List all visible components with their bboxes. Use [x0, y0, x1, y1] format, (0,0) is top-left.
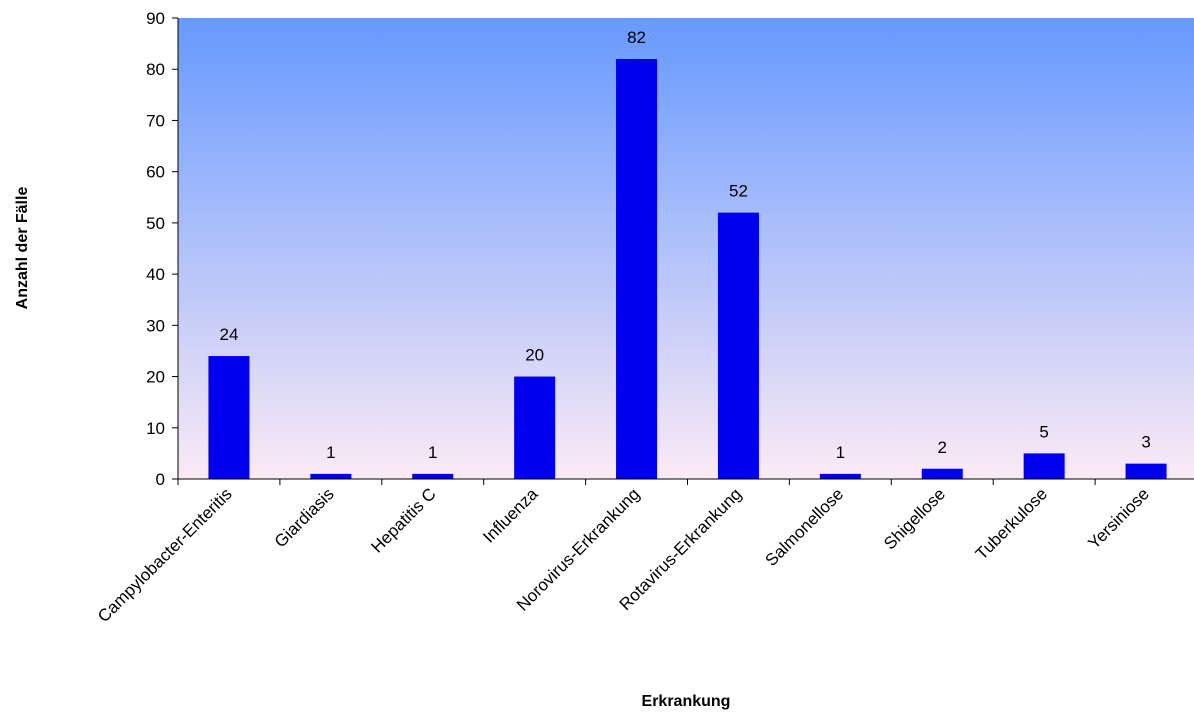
x-category-label: Influenza [479, 484, 542, 547]
data-label: 1 [326, 443, 335, 462]
bar [208, 356, 250, 479]
y-tick-label: 40 [146, 265, 165, 284]
bars [208, 58, 1167, 479]
x-category-label: Shigellose [880, 484, 949, 553]
bar [514, 376, 556, 479]
x-category-label: Hepatitis C [367, 484, 439, 556]
y-tick-label: 70 [146, 111, 165, 130]
bar [1023, 453, 1065, 479]
x-category-label: Giardiasis [271, 484, 338, 551]
bar [717, 212, 759, 479]
y-tick-label: 50 [146, 214, 165, 233]
x-category-label: Salmonellose [762, 484, 848, 570]
x-category-label: Campylobacter-Enteritis [94, 484, 236, 626]
data-label: 5 [1039, 422, 1048, 441]
y-tick-label: 80 [146, 60, 165, 79]
x-ticks: Campylobacter-Enteritis Giardiasis Hepatit… [94, 479, 1153, 626]
y-tick-label: 90 [146, 9, 165, 28]
data-label: 20 [525, 346, 544, 365]
data-label: 2 [938, 438, 947, 457]
plot-area [178, 18, 1194, 479]
bar [921, 468, 963, 479]
data-label: 1 [428, 443, 437, 462]
x-axis-title: Erkrankung [642, 693, 731, 710]
data-label: 1 [836, 443, 845, 462]
y-tick-label: 20 [146, 368, 165, 387]
bar [616, 58, 658, 479]
data-label: 24 [219, 325, 238, 344]
y-tick-label: 0 [156, 470, 165, 489]
bar [310, 473, 352, 479]
data-labels: 24 1 1 20 82 52 1 2 5 3 [219, 28, 1150, 462]
data-label: 3 [1141, 433, 1150, 452]
y-ticks: 0 10 20 30 40 50 60 70 80 90 [146, 9, 178, 489]
y-axis-title: Anzahl der Fälle [14, 187, 31, 310]
bar [412, 473, 454, 479]
x-category-label: Tuberkulose [972, 484, 1051, 563]
x-category-label: Yersiniose [1084, 484, 1152, 552]
y-tick-label: 60 [146, 163, 165, 182]
bar [1125, 463, 1167, 479]
data-label: 82 [627, 28, 646, 47]
bar [819, 473, 861, 479]
data-label: 52 [729, 182, 748, 201]
y-tick-label: 10 [146, 419, 165, 438]
y-tick-label: 30 [146, 316, 165, 335]
axes [177, 18, 1194, 480]
